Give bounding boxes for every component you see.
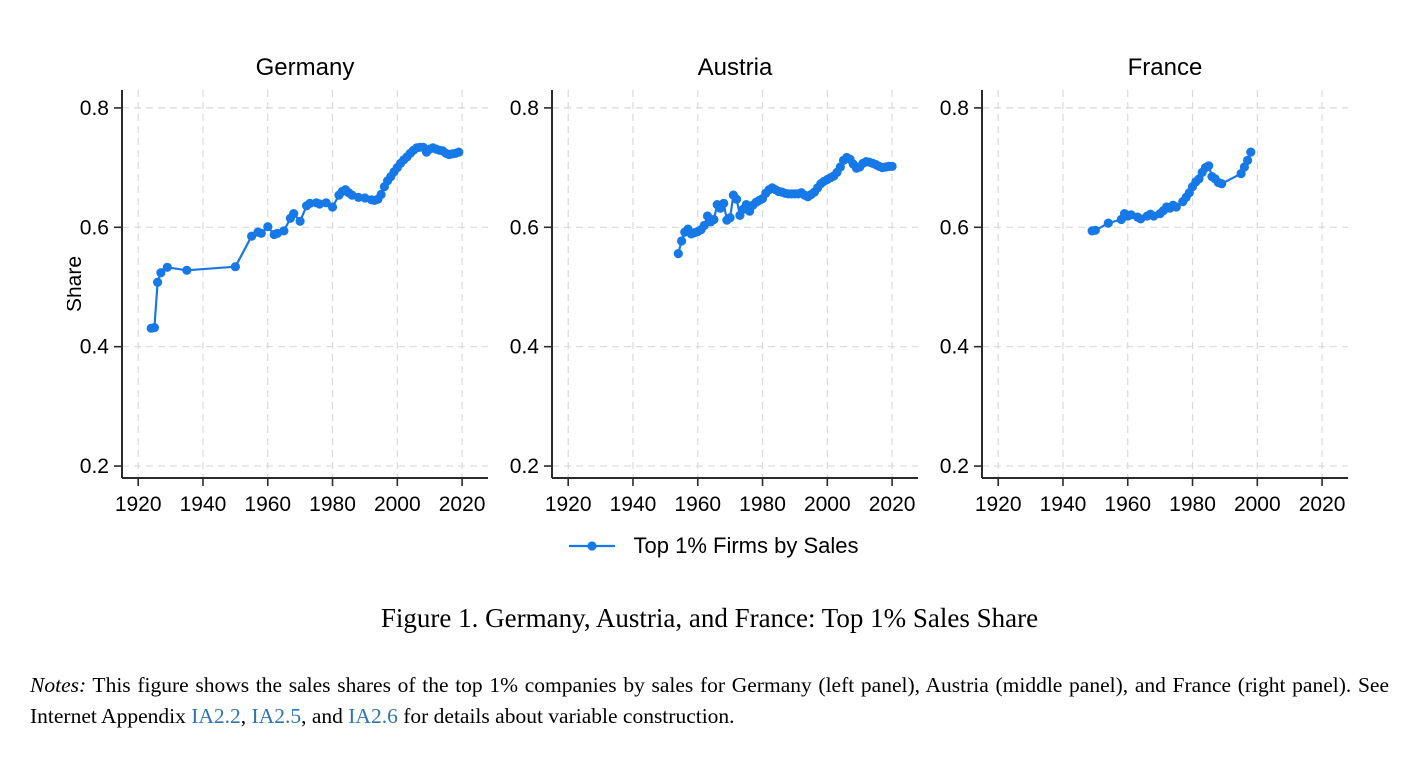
y-tick-label: 0.6 bbox=[80, 216, 109, 239]
notes-label: Notes: bbox=[30, 673, 87, 697]
panel-title: Germany bbox=[256, 54, 355, 81]
y-tick-label: 0.4 bbox=[940, 336, 970, 359]
data-point bbox=[162, 262, 172, 272]
data-point bbox=[289, 209, 299, 219]
data-point bbox=[263, 222, 273, 232]
x-tick-label: 1980 bbox=[739, 493, 786, 515]
data-point bbox=[256, 228, 266, 238]
y-tick-label: 0.4 bbox=[80, 336, 110, 359]
data-point bbox=[295, 216, 305, 226]
y-tick-label: 0.6 bbox=[940, 216, 969, 239]
x-tick-label: 2020 bbox=[1299, 493, 1346, 515]
notes-text: This figure shows the sales shares of th… bbox=[30, 673, 1389, 728]
x-tick-label: 2020 bbox=[439, 493, 486, 515]
data-point bbox=[1103, 218, 1113, 228]
data-point bbox=[673, 249, 683, 259]
y-tick-label: 0.2 bbox=[80, 455, 109, 478]
chart-panel-austria: 0.2 0.4 0.6 0.8 1920 1940 1960 1980 2000 2020 Aust… bbox=[510, 54, 918, 515]
figure-caption: Figure 1. Germany, Austria, and France: … bbox=[380, 603, 1039, 633]
figure-notes: Notes: This figure shows the sales share… bbox=[30, 670, 1389, 732]
data-point bbox=[887, 161, 897, 171]
charts-row: 0.2 0.4 0.6 0.8 1920 1940 1960 1980 2000 2020 Germ… bbox=[67, 54, 1348, 515]
x-tick-label: 2000 bbox=[804, 493, 851, 515]
data-point bbox=[327, 202, 338, 212]
x-tick-label: 1960 bbox=[674, 493, 721, 515]
data-point bbox=[719, 198, 729, 208]
data-line bbox=[677, 156, 893, 254]
data-point bbox=[725, 213, 735, 223]
data-line bbox=[1091, 151, 1252, 232]
notes-text: , bbox=[240, 704, 252, 728]
y-axis-title: Share bbox=[67, 256, 86, 312]
y-tick-label: 0.2 bbox=[510, 455, 539, 478]
x-tick-label: 1940 bbox=[610, 493, 657, 515]
chart-legend: Top 1% Firms by Sales bbox=[67, 533, 1357, 559]
panel-title: France bbox=[1128, 54, 1203, 81]
legend-label: Top 1% Firms by Sales bbox=[633, 533, 859, 558]
data-point bbox=[156, 268, 166, 278]
panel-title: Austria bbox=[698, 54, 773, 81]
data-point bbox=[149, 323, 159, 333]
x-tick-label: 1980 bbox=[1169, 493, 1216, 515]
x-tick-label: 1940 bbox=[180, 493, 227, 515]
data-point bbox=[1243, 155, 1253, 165]
y-tick-label: 0.8 bbox=[940, 97, 969, 120]
appendix-link-ia2.2[interactable]: IA2.2 bbox=[191, 704, 241, 728]
appendix-link-ia2.6[interactable]: IA2.6 bbox=[348, 704, 398, 728]
x-tick-label: 1980 bbox=[309, 493, 356, 515]
x-tick-label: 1920 bbox=[975, 493, 1022, 515]
notes-text: for details about variable construction. bbox=[397, 704, 735, 728]
y-tick-label: 0.2 bbox=[940, 455, 969, 478]
x-tick-label: 1940 bbox=[1040, 493, 1087, 515]
data-point bbox=[1246, 147, 1256, 157]
x-tick-label: 2020 bbox=[869, 493, 916, 515]
data-point bbox=[230, 262, 240, 272]
x-tick-label: 1920 bbox=[115, 493, 162, 515]
data-line bbox=[150, 146, 460, 330]
y-tick-label: 0.4 bbox=[510, 336, 540, 359]
data-point bbox=[1204, 161, 1214, 171]
x-tick-label: 1920 bbox=[545, 493, 592, 515]
data-point bbox=[732, 194, 742, 204]
notes-text: , and bbox=[301, 704, 349, 728]
x-tick-label: 1960 bbox=[244, 493, 291, 515]
data-point bbox=[677, 236, 687, 246]
data-point bbox=[376, 189, 386, 200]
x-tick-label: 2000 bbox=[1234, 493, 1281, 515]
data-point bbox=[182, 265, 192, 275]
data-point bbox=[1217, 179, 1227, 189]
x-tick-label: 2000 bbox=[374, 493, 421, 515]
data-point bbox=[1171, 202, 1181, 212]
y-tick-label: 0.8 bbox=[510, 97, 539, 120]
data-point bbox=[1090, 225, 1100, 235]
appendix-link-ia2.5[interactable]: IA2.5 bbox=[251, 704, 302, 728]
legend-line-marker-icon bbox=[568, 541, 615, 551]
y-tick-label: 0.8 bbox=[80, 97, 109, 120]
chart-panel-france: 0.2 0.4 0.6 0.8 1920 1940 1960 1980 2000 2020 Fran… bbox=[940, 54, 1348, 515]
data-point bbox=[709, 214, 719, 225]
y-tick-label: 0.6 bbox=[510, 216, 539, 239]
data-point bbox=[454, 147, 464, 157]
data-point bbox=[153, 277, 163, 287]
chart-panel-germany: 0.2 0.4 0.6 0.8 1920 1940 1960 1980 2000 2020 Germ… bbox=[67, 54, 488, 515]
x-tick-label: 1960 bbox=[1104, 493, 1151, 515]
data-point bbox=[279, 226, 289, 236]
